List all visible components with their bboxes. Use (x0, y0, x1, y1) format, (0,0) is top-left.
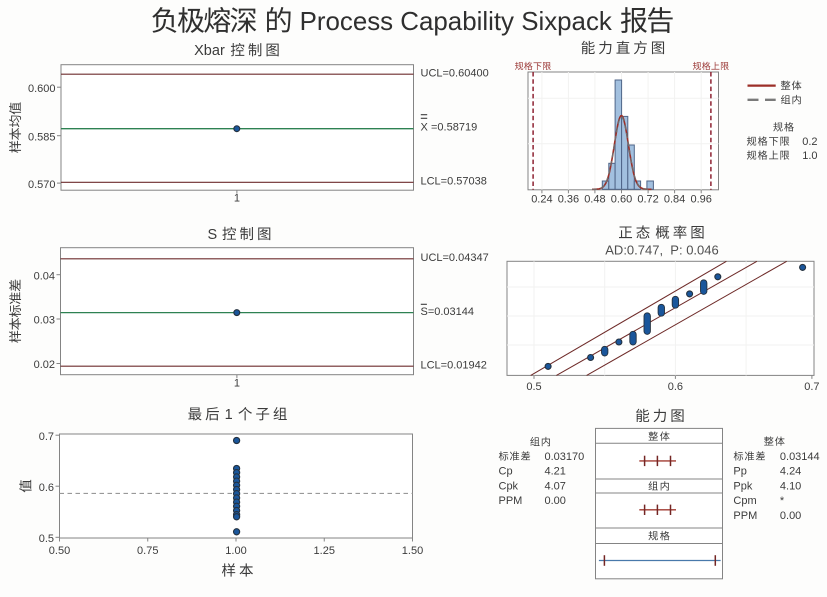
svg-text:0.585: 0.585 (28, 131, 56, 143)
svg-text:LCL=0.01942: LCL=0.01942 (421, 360, 487, 372)
svg-text:0.7: 0.7 (39, 431, 54, 443)
svg-text:0.5: 0.5 (39, 533, 54, 545)
svg-text:Cpm: Cpm (733, 495, 756, 507)
svg-text:1.0: 1.0 (802, 150, 817, 162)
svg-text:0.84: 0.84 (664, 193, 685, 205)
svg-text:Process Capability Sixpack: Process Capability Sixpack (300, 8, 612, 36)
svg-text:4.10: 4.10 (780, 480, 801, 492)
svg-text:0.50: 0.50 (49, 545, 70, 557)
svg-text:1.00: 1.00 (225, 545, 246, 557)
svg-text:1: 1 (225, 407, 233, 423)
svg-text:0.48: 0.48 (584, 193, 605, 205)
svg-text:=0.58719: =0.58719 (431, 122, 477, 134)
svg-text:Ppk: Ppk (733, 480, 752, 492)
svg-text:0.04: 0.04 (34, 270, 55, 282)
svg-text:0.24: 0.24 (531, 193, 552, 205)
svg-text:Cpk: Cpk (499, 480, 519, 492)
svg-text:4.07: 4.07 (545, 480, 566, 492)
svg-text:UCL=0.04347: UCL=0.04347 (421, 252, 489, 264)
svg-text:0.600: 0.600 (28, 83, 56, 95)
svg-text:0.7: 0.7 (804, 381, 819, 393)
svg-text:1.25: 1.25 (314, 545, 335, 557)
svg-text:LCL=0.57038: LCL=0.57038 (421, 175, 487, 187)
svg-text:0.6: 0.6 (668, 381, 683, 393)
svg-text:S=0.03144: S=0.03144 (421, 306, 475, 318)
svg-text:0.2: 0.2 (802, 136, 817, 148)
svg-text:AD:0.747, P: 0.046: AD:0.747, P: 0.046 (605, 243, 718, 258)
svg-text:0.36: 0.36 (558, 193, 579, 205)
svg-text:0.03: 0.03 (34, 315, 55, 327)
svg-text:PPM: PPM (499, 495, 523, 507)
svg-text:0.96: 0.96 (690, 193, 711, 205)
svg-text:4.21: 4.21 (545, 466, 566, 478)
svg-text:0.6: 0.6 (39, 482, 54, 494)
svg-text:4.24: 4.24 (780, 466, 801, 478)
svg-text:0.72: 0.72 (637, 193, 658, 205)
svg-text:S: S (208, 227, 218, 243)
svg-text:UCL=0.60400: UCL=0.60400 (421, 68, 489, 80)
svg-text:0.5: 0.5 (526, 381, 541, 393)
svg-text:Pp: Pp (733, 466, 746, 478)
svg-text:1.50: 1.50 (402, 545, 423, 557)
svg-text:Xbar: Xbar (194, 43, 225, 59)
svg-text:Cp: Cp (499, 466, 513, 478)
svg-text:1: 1 (234, 193, 240, 205)
svg-text:0.03170: 0.03170 (545, 451, 585, 463)
svg-text:0.03144: 0.03144 (780, 451, 820, 463)
svg-text:0.00: 0.00 (545, 495, 566, 507)
svg-text:0.02: 0.02 (34, 359, 55, 371)
svg-text:0.570: 0.570 (28, 179, 56, 191)
svg-text:0.75: 0.75 (137, 545, 158, 557)
svg-text:0.00: 0.00 (780, 510, 801, 522)
svg-text:X: X (421, 122, 429, 134)
svg-text:1: 1 (234, 377, 240, 389)
svg-text:*: * (780, 495, 785, 507)
svg-text:PPM: PPM (733, 510, 757, 522)
svg-text:0.60: 0.60 (611, 193, 632, 205)
